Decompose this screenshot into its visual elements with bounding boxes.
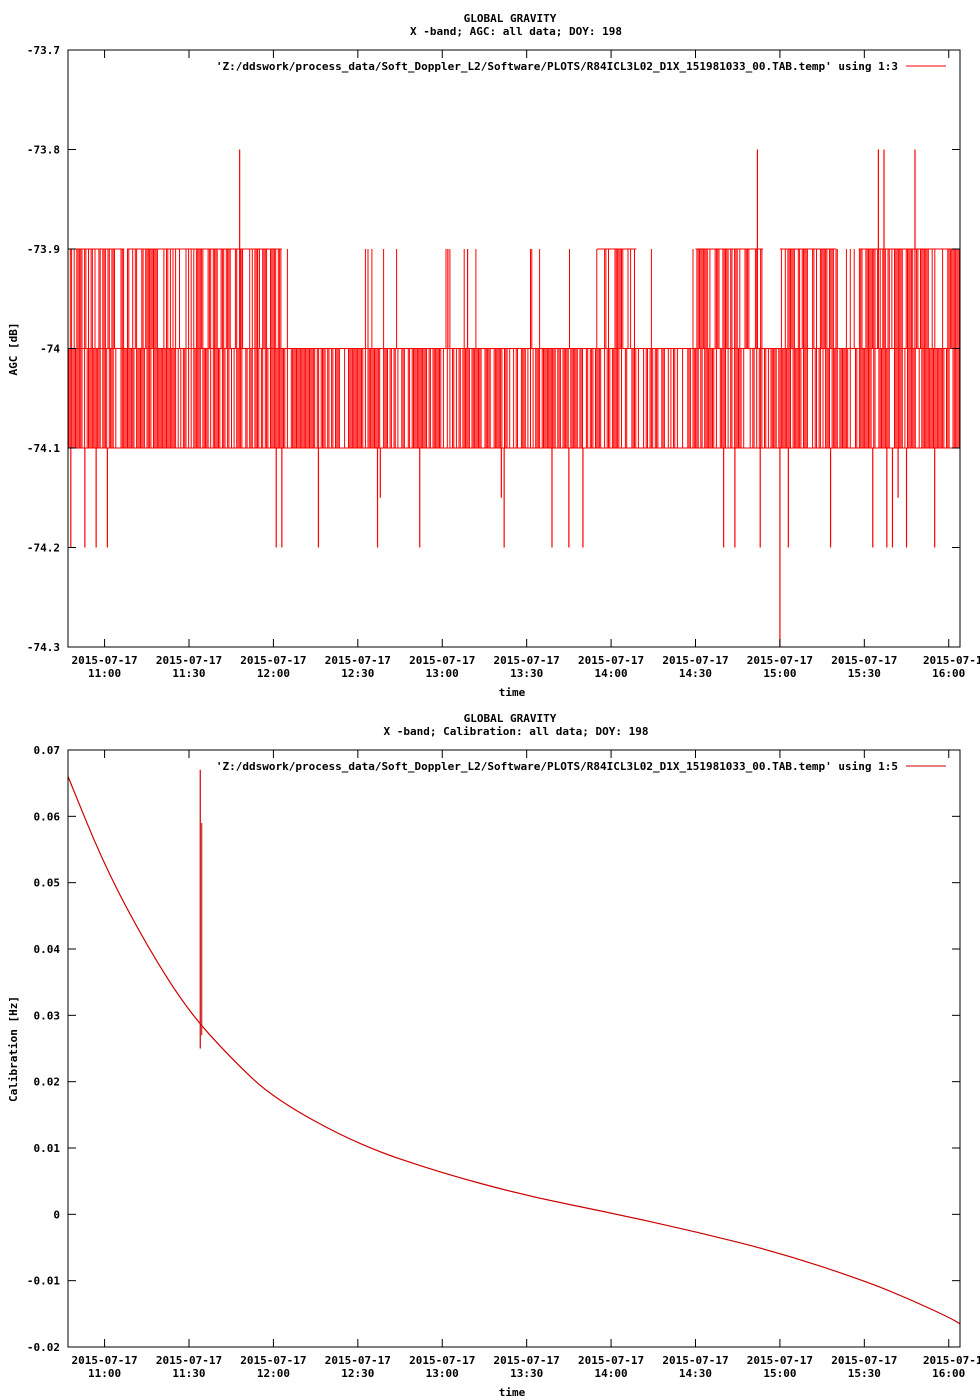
y-tick-label: 0.03: [34, 1009, 61, 1022]
x-tick-date-label: 2015-07-1: [923, 1354, 980, 1367]
x-tick-time-label: 14:30: [679, 1367, 712, 1380]
x-tick-date-label: 2015-07-17: [325, 654, 391, 667]
x-tick-date-label: 2015-07-17: [747, 654, 813, 667]
x-tick-date-label: 2015-07-17: [494, 654, 560, 667]
x-tick-date-label: 2015-07-17: [662, 1354, 728, 1367]
x-tick-date-label: 2015-07-17: [240, 654, 306, 667]
y-tick-label: -73.8: [27, 144, 60, 157]
x-tick-time-label: 12:00: [257, 1367, 290, 1380]
calibration-x-axis-label: time: [499, 1386, 526, 1399]
calibration-y-axis: 0.07 0.06 0.05 0.04 0.03 0.02 0.01 0 -0.01 -0.02: [27, 744, 960, 1354]
x-tick-date-label: 2015-07-17: [831, 654, 897, 667]
x-tick-date-label: 2015-07-17: [578, 1354, 644, 1367]
x-tick-time-label: 14:00: [595, 667, 628, 680]
x-tick-time-label: 11:30: [172, 667, 205, 680]
y-tick-label: -74.2: [27, 542, 60, 555]
agc-chart: GLOBAL GRAVITY X -band; AGC: all data; D…: [7, 12, 980, 699]
x-tick-time-label: 15:00: [763, 667, 796, 680]
x-tick-date-label: 2015-07-17: [71, 1354, 137, 1367]
x-tick-time-label: 12:00: [257, 667, 290, 680]
x-tick-time-label: 13:00: [426, 1367, 459, 1380]
x-tick-date-label: 2015-07-17: [156, 654, 222, 667]
x-tick-date-label: 2015-07-17: [662, 654, 728, 667]
calibration-legend-label: 'Z:/ddswork/process_data/Soft_Doppler_L2…: [216, 760, 898, 773]
x-tick-date-label: 2015-07-17: [156, 1354, 222, 1367]
agc-chart-subtitle: X -band; AGC: all data; DOY: 198: [410, 25, 622, 38]
x-tick-time-label: 11:00: [88, 1367, 121, 1380]
y-tick-label: 0.01: [34, 1142, 61, 1155]
x-tick-date-label: 2015-07-17: [578, 654, 644, 667]
agc-legend-label: 'Z:/ddswork/process_data/Soft_Doppler_L2…: [216, 60, 898, 73]
x-tick-time-label: 13:30: [510, 667, 543, 680]
x-tick-date-label: 2015-07-1: [923, 654, 980, 667]
y-tick-label: -74.3: [27, 641, 60, 654]
agc-y-axis-label: AGC [dB]: [7, 323, 20, 376]
x-tick-date-label: 2015-07-17: [747, 1354, 813, 1367]
agc-y-axis: -73.7 -73.8 -73.9 -74 -74.1 -74.2 -74.3: [27, 44, 960, 654]
x-tick-time-label: 13:00: [426, 667, 459, 680]
calibration-x-axis: 2015-07-1711:002015-07-1711:302015-07-17…: [71, 750, 980, 1380]
x-tick-time-label: 15:30: [848, 667, 881, 680]
x-tick-time-label: 16:00: [932, 1367, 965, 1380]
x-tick-time-label: 12:30: [341, 1367, 374, 1380]
calibration-plot-frame: [67, 749, 961, 1348]
agc-x-axis-label: time: [499, 686, 526, 699]
agc-series: [68, 149, 960, 647]
x-tick-time-label: 14:00: [595, 1367, 628, 1380]
x-tick-time-label: 11:00: [88, 667, 121, 680]
y-tick-label: -74.1: [27, 442, 60, 455]
y-tick-label: -0.01: [27, 1275, 60, 1288]
x-tick-time-label: 15:00: [763, 1367, 796, 1380]
x-tick-time-label: 16:00: [932, 667, 965, 680]
x-tick-date-label: 2015-07-17: [831, 1354, 897, 1367]
x-tick-date-label: 2015-07-17: [325, 1354, 391, 1367]
calibration-series: [67, 769, 961, 1325]
y-tick-label: -74: [40, 343, 60, 356]
agc-chart-title: GLOBAL GRAVITY: [464, 12, 557, 25]
x-tick-time-label: 13:30: [510, 1367, 543, 1380]
calibration-chart-title: GLOBAL GRAVITY: [464, 712, 557, 725]
x-tick-time-label: 11:30: [172, 1367, 205, 1380]
x-tick-time-label: 15:30: [848, 1367, 881, 1380]
x-tick-time-label: 12:30: [341, 667, 374, 680]
x-tick-date-label: 2015-07-17: [494, 1354, 560, 1367]
calibration-y-axis-label: Calibration [Hz]: [7, 996, 20, 1102]
y-tick-label: 0.04: [34, 943, 61, 956]
y-tick-label: 0.02: [34, 1076, 61, 1089]
calibration-chart: GLOBAL GRAVITY X -band; Calibration: all…: [7, 712, 980, 1399]
x-tick-date-label: 2015-07-17: [409, 1354, 475, 1367]
calibration-chart-subtitle: X -band; Calibration: all data; DOY: 198: [384, 725, 649, 738]
x-tick-time-label: 14:30: [679, 667, 712, 680]
y-tick-label: -73.9: [27, 243, 60, 256]
y-tick-label: 0.06: [34, 810, 61, 823]
y-tick-label: -73.7: [27, 44, 60, 57]
calibration-curve: [67, 776, 961, 1325]
y-tick-label: -0.02: [27, 1341, 60, 1354]
x-tick-date-label: 2015-07-17: [240, 1354, 306, 1367]
y-tick-label: 0: [53, 1208, 60, 1221]
agc-x-axis: 2015-07-1711:002015-07-1711:302015-07-17…: [71, 50, 980, 680]
y-tick-label: 0.07: [34, 744, 61, 757]
y-tick-label: 0.05: [34, 877, 61, 890]
x-tick-date-label: 2015-07-17: [409, 654, 475, 667]
x-tick-date-label: 2015-07-17: [71, 654, 137, 667]
